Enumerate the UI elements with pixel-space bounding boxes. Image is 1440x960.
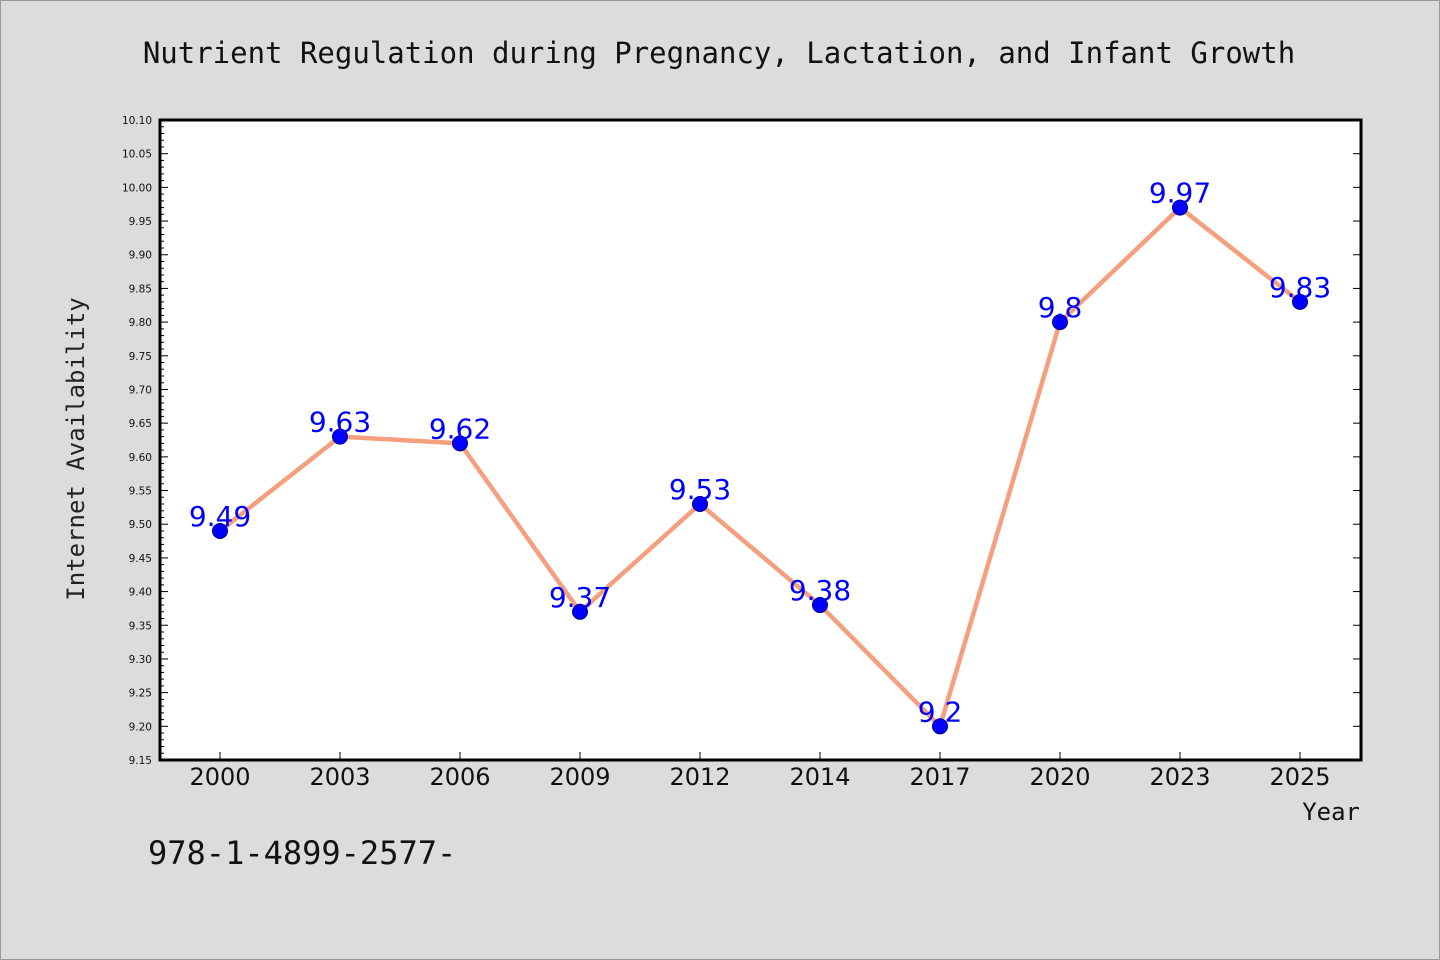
footer-code: 978-1-4899-2577- <box>148 834 456 872</box>
y-tick-label: 9.65 <box>129 418 152 430</box>
series-layer: 9.49 9.63 9.62 9.37 9.53 9.38 9.2 9.8 9.97 9.83 <box>189 177 1331 735</box>
data-point <box>572 603 588 620</box>
y-tick-label: 10.10 <box>122 115 152 127</box>
data-point <box>212 522 228 539</box>
x-tick-label: 2025 <box>1269 763 1330 791</box>
x-tick-label: 2012 <box>669 763 730 791</box>
data-label: 9.53 <box>669 473 731 506</box>
y-tick-label: 9.90 <box>129 250 152 262</box>
data-label: 9.8 <box>1038 291 1083 324</box>
data-point <box>1172 199 1188 216</box>
data-point <box>332 428 348 445</box>
data-point <box>452 435 468 452</box>
plot-border <box>158 118 1363 762</box>
y-tick-label: 9.75 <box>129 351 152 363</box>
chart-title: Nutrient Regulation during Pregnancy, La… <box>143 36 1295 70</box>
x-axis-label: Year <box>1302 798 1360 826</box>
y-tick-label: 9.15 <box>129 755 152 767</box>
data-point <box>1052 314 1068 331</box>
x-tick-label: 2006 <box>429 763 490 791</box>
y-tick-label: 9.45 <box>129 553 152 565</box>
y-tick-label: 10.05 <box>122 149 152 161</box>
y-tick-label: 9.70 <box>129 384 152 396</box>
data-label: 9.83 <box>1269 271 1331 304</box>
y-tick-label: 9.20 <box>129 721 152 733</box>
y-tick-label: 9.30 <box>129 654 152 666</box>
series-line <box>217 205 1303 729</box>
x-tick-label: 2023 <box>1149 763 1210 791</box>
data-label: 9.63 <box>309 406 371 439</box>
y-tick-label: 9.85 <box>129 283 152 295</box>
x-tick-label: 2014 <box>789 763 850 791</box>
y-axis: 9.15 9.20 9.25 9.30 9.35 9.40 9.45 9.50 9.55 9.60… <box>122 115 1361 767</box>
y-tick-label: 10.00 <box>122 182 152 194</box>
x-tick-label: 2000 <box>189 763 250 791</box>
x-tick-label: 2003 <box>309 763 370 791</box>
data-point <box>692 496 708 512</box>
y-tick-label: 9.80 <box>129 317 152 329</box>
y-tick-label: 9.95 <box>129 216 152 228</box>
data-label: 9.37 <box>549 581 611 614</box>
y-tick-label: 9.55 <box>129 486 152 498</box>
y-axis-label: Internet Availability <box>62 297 90 600</box>
data-label: 9.2 <box>918 695 963 728</box>
x-tick-label: 2020 <box>1029 763 1090 791</box>
data-label: 9.38 <box>789 574 851 607</box>
x-tick-label: 2009 <box>549 763 610 791</box>
y-tick-label: 9.60 <box>129 452 152 464</box>
x-tick-label: 2017 <box>909 763 970 791</box>
data-label: 9.62 <box>429 412 491 445</box>
y-tick-label: 9.50 <box>129 519 152 531</box>
data-label: 9.49 <box>189 500 251 533</box>
data-point <box>1292 293 1308 310</box>
y-tick-label: 9.35 <box>129 620 152 632</box>
data-label: 9.97 <box>1149 177 1211 210</box>
y-tick-label: 9.25 <box>129 688 152 700</box>
data-point <box>932 718 948 735</box>
y-tick-label: 9.40 <box>129 587 152 599</box>
data-point <box>812 597 828 614</box>
